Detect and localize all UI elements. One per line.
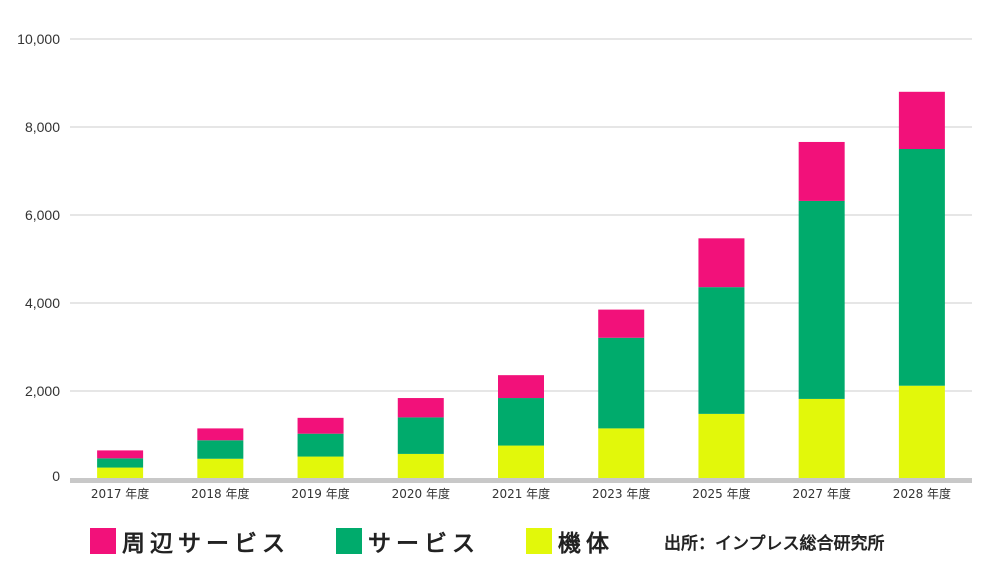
bar-segment-peripheral-services xyxy=(598,309,645,338)
legend-swatch-airframe xyxy=(526,528,552,554)
y-tick-label: 2,000 xyxy=(25,383,60,399)
legend-item-peripheral-services: 周辺サービス xyxy=(90,524,290,558)
x-tick-label: 2027 年度 xyxy=(792,486,850,501)
bar-segment-peripheral-services xyxy=(498,375,544,399)
bar-segment-airframe xyxy=(498,445,544,479)
source-note: 出所：インプレス総合研究所 xyxy=(664,533,885,554)
bar-segment-services xyxy=(498,398,544,446)
bar-segment-airframe xyxy=(197,458,244,479)
bar-segment-peripheral-services xyxy=(397,398,444,418)
bar-segment-peripheral-services xyxy=(97,450,144,459)
bar-segment-services xyxy=(698,287,745,414)
bar-segment-airframe xyxy=(898,385,945,479)
x-tick-label: 2021 年度 xyxy=(492,486,550,501)
bar-segment-airframe xyxy=(297,456,344,479)
legend-label-airframe: 機体 xyxy=(558,531,614,557)
legend-swatch-peripheral-services xyxy=(90,528,116,554)
x-axis-baseline xyxy=(70,478,972,483)
bar-segment-services xyxy=(598,337,645,429)
bar-segment-services xyxy=(798,200,845,399)
bar-segment-services xyxy=(898,149,945,386)
x-tick-label: 2020 年度 xyxy=(392,486,450,501)
legend-label-services: サービス xyxy=(368,531,480,557)
y-axis-tick-labels: 0 2,000 4,000 6,000 8,000 10,000 xyxy=(17,31,60,484)
x-tick-label: 2019 年度 xyxy=(291,486,349,501)
bar-segment-peripheral-services xyxy=(297,417,344,434)
bar-segment-airframe xyxy=(97,467,144,479)
bar-segment-peripheral-services xyxy=(698,238,745,288)
x-tick-label: 2023 年度 xyxy=(592,486,650,501)
bar-segment-services xyxy=(197,440,244,459)
bar-segment-airframe xyxy=(598,428,645,479)
legend-swatch-services xyxy=(336,528,362,554)
x-tick-label: 2017 年度 xyxy=(91,486,149,501)
x-tick-label: 2018 年度 xyxy=(191,486,249,501)
y-tick-label: 0 xyxy=(52,468,60,484)
bar-segment-peripheral-services xyxy=(798,141,845,201)
legend-label-peripheral-services: 周辺サービス xyxy=(122,531,290,557)
bar-segment-services xyxy=(397,417,444,454)
bar-segment-services xyxy=(97,458,144,468)
bar-segment-airframe xyxy=(798,398,845,479)
bars xyxy=(97,91,945,479)
legend: 周辺サービス サービス 機体 出所：インプレス総合研究所 xyxy=(90,524,970,558)
bar-segment-airframe xyxy=(698,413,745,479)
y-tick-label: 8,000 xyxy=(25,119,60,135)
bar-segment-peripheral-services xyxy=(197,428,244,441)
y-tick-label: 4,000 xyxy=(25,295,60,311)
x-axis-line xyxy=(70,478,972,483)
bar-segment-airframe xyxy=(397,453,444,479)
x-tick-label: 2028 年度 xyxy=(893,486,951,501)
x-tick-label: 2025 年度 xyxy=(692,486,750,501)
legend-item-services: サービス xyxy=(336,524,480,558)
bar-segment-peripheral-services xyxy=(898,91,945,149)
bar-segment-services xyxy=(297,433,344,457)
legend-item-airframe: 機体 xyxy=(526,524,614,558)
y-tick-label: 10,000 xyxy=(17,31,60,47)
y-tick-label: 6,000 xyxy=(25,207,60,223)
x-axis-category-labels: 2017 年度 2018 年度 2019 年度 2020 年度 2021 年度 2023 … xyxy=(91,486,951,501)
